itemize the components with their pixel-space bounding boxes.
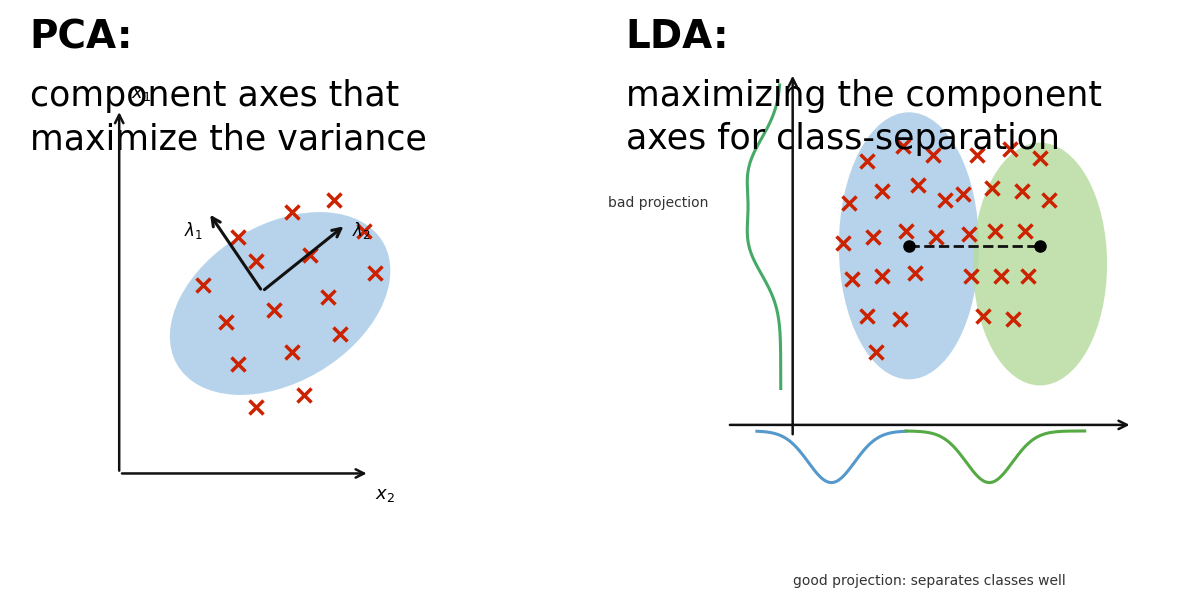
Text: LDA:: LDA: — [626, 18, 730, 56]
Text: $x_2$: $x_2$ — [375, 486, 396, 504]
Ellipse shape — [170, 212, 390, 395]
Text: component axes that
maximize the variance: component axes that maximize the varianc… — [30, 79, 427, 157]
Text: $\lambda_1$: $\lambda_1$ — [184, 220, 203, 241]
Ellipse shape — [839, 112, 979, 379]
Ellipse shape — [973, 143, 1107, 385]
Text: bad projection: bad projection — [608, 196, 708, 211]
Text: PCA:: PCA: — [30, 18, 134, 56]
Text: $x_1$: $x_1$ — [131, 85, 151, 103]
Text: maximizing the component
axes for class-separation: maximizing the component axes for class-… — [626, 79, 1101, 157]
Text: good projection: separates classes well: good projection: separates classes well — [794, 574, 1066, 588]
Text: $\lambda_2$: $\lambda_2$ — [352, 220, 371, 241]
